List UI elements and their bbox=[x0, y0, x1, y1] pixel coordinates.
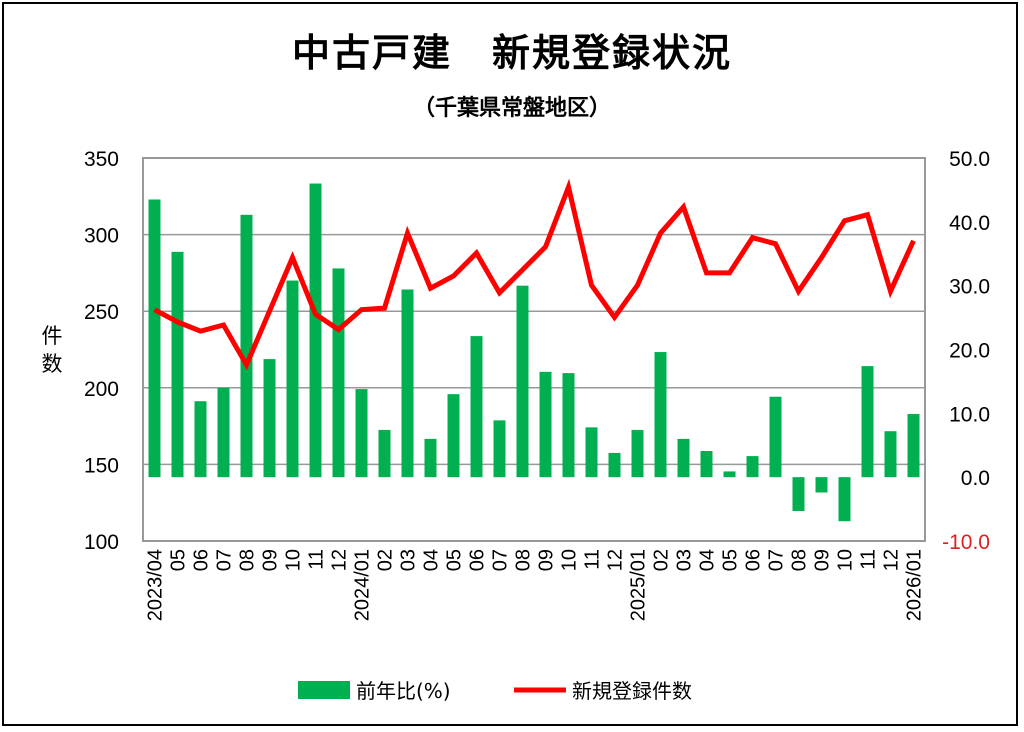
right-tick-label: 10.0 bbox=[949, 403, 990, 426]
bar-yoy bbox=[769, 396, 782, 478]
x-tick-label: 11 bbox=[306, 549, 328, 570]
bar-yoy bbox=[217, 387, 230, 478]
x-tick-label: 10 bbox=[835, 549, 857, 571]
bar-yoy bbox=[309, 183, 322, 478]
bar-yoy bbox=[516, 285, 529, 478]
x-tick-label: 12 bbox=[881, 549, 903, 571]
x-tick-label: 09 bbox=[812, 549, 834, 571]
x-tick-label: 07 bbox=[766, 549, 788, 571]
x-tick-label: 04 bbox=[421, 549, 443, 571]
bar-yoy bbox=[815, 477, 828, 493]
bar-yoy bbox=[148, 199, 161, 478]
bar-yoy bbox=[447, 394, 460, 478]
bar-yoy bbox=[585, 427, 598, 478]
x-tick-label: 08 bbox=[237, 549, 259, 571]
legend-label-line: 新規登録件数 bbox=[572, 679, 692, 703]
left-tick-label: 250 bbox=[84, 301, 119, 324]
x-tick-label: 06 bbox=[467, 549, 489, 571]
bar-yoy bbox=[723, 471, 736, 478]
plot-area-border bbox=[142, 157, 926, 542]
bar-yoy bbox=[470, 336, 483, 478]
chart-subtitle: （千葉県常盤地区） bbox=[412, 96, 611, 121]
right-tick-label: 50.0 bbox=[949, 148, 990, 171]
x-tick-label: 10 bbox=[559, 549, 581, 571]
x-tick-label: 06 bbox=[191, 549, 213, 571]
right-tick-label: 0.0 bbox=[961, 467, 990, 490]
bar-yoy bbox=[700, 450, 713, 478]
x-tick-label: 08 bbox=[789, 549, 811, 571]
bar-yoy bbox=[792, 477, 805, 511]
x-tick-label: 04 bbox=[697, 549, 719, 571]
x-tick-label: 02 bbox=[375, 549, 397, 571]
bar-yoy bbox=[884, 431, 897, 478]
left-tick-label: 200 bbox=[84, 378, 119, 401]
line-registrations bbox=[153, 178, 916, 371]
x-tick-label: 12 bbox=[329, 549, 351, 571]
bar-yoy bbox=[861, 366, 874, 478]
right-tick-label: 30.0 bbox=[949, 276, 990, 299]
bar-yoy bbox=[907, 413, 920, 478]
x-tick-label: 07 bbox=[490, 549, 512, 571]
bar-yoy bbox=[493, 420, 506, 478]
left-tick-label: 100 bbox=[84, 531, 119, 554]
legend-swatch-bar bbox=[298, 681, 350, 699]
bar-yoy bbox=[631, 429, 644, 478]
x-tick-label: 06 bbox=[743, 549, 765, 571]
bar-yoy bbox=[263, 359, 276, 478]
x-tick-label: 10 bbox=[283, 549, 305, 571]
bar-yoy bbox=[838, 477, 851, 522]
bar-yoy bbox=[608, 452, 621, 478]
left-tick-label: 300 bbox=[84, 225, 119, 248]
x-tick-label: 2026/01 bbox=[904, 549, 926, 621]
bar-yoy bbox=[355, 389, 368, 478]
bar-yoy bbox=[677, 438, 690, 478]
x-tick-label: 03 bbox=[398, 549, 420, 571]
bar-yoy bbox=[746, 456, 759, 478]
bar-yoy bbox=[562, 373, 575, 478]
chart-title: 中古戸建 新規登録状況 bbox=[291, 31, 732, 75]
bar-yoy bbox=[654, 352, 667, 478]
bar-yoy bbox=[194, 401, 207, 478]
x-tick-label: 11 bbox=[582, 549, 604, 570]
bar-yoy bbox=[240, 214, 253, 478]
x-tick-label: 2023/04 bbox=[145, 549, 167, 621]
x-tick-label: 07 bbox=[214, 549, 236, 571]
right-tick-label: 20.0 bbox=[949, 340, 990, 363]
bar-yoy bbox=[378, 429, 391, 478]
bar-yoy bbox=[424, 438, 437, 478]
right-tick-label: 40.0 bbox=[949, 212, 990, 235]
x-tick-label: 2025/01 bbox=[628, 549, 650, 621]
left-tick-label: 150 bbox=[84, 454, 119, 477]
right-tick-label: -10.0 bbox=[942, 531, 990, 554]
bar-yoy bbox=[539, 371, 552, 478]
legend-label-bar: 前年比(%) bbox=[356, 679, 451, 703]
x-tick-label: 05 bbox=[444, 549, 466, 571]
bar-yoy bbox=[332, 268, 345, 478]
x-tick-label: 09 bbox=[260, 549, 282, 571]
left-tick-label: 350 bbox=[84, 148, 119, 171]
x-tick-label: 12 bbox=[605, 549, 627, 571]
x-tick-label: 09 bbox=[536, 549, 558, 571]
bar-yoy bbox=[286, 280, 299, 478]
x-tick-label: 02 bbox=[651, 549, 673, 571]
x-tick-label: 11 bbox=[858, 549, 880, 570]
x-tick-label: 05 bbox=[168, 549, 190, 571]
bar-yoy bbox=[401, 289, 414, 478]
x-tick-label: 05 bbox=[720, 549, 742, 571]
y-axis-label: 件数 bbox=[41, 324, 63, 376]
x-tick-label: 03 bbox=[674, 549, 696, 571]
bar-yoy bbox=[171, 251, 184, 478]
x-tick-label: 08 bbox=[513, 549, 535, 571]
x-tick-label: 2024/01 bbox=[352, 549, 374, 621]
